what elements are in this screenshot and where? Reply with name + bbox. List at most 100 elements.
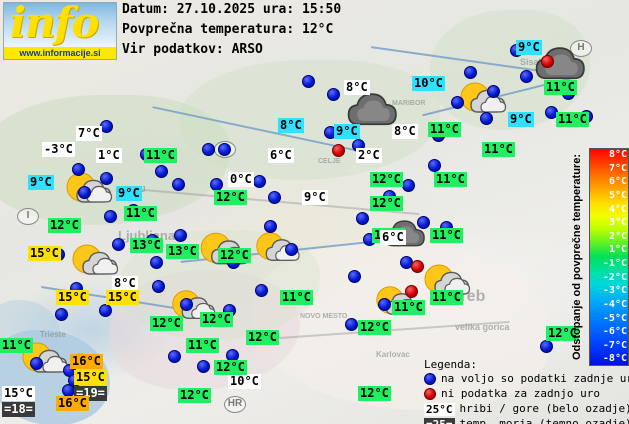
- sea-temperature-label: =18=: [2, 402, 35, 417]
- temperature-label: 8°C: [112, 276, 138, 291]
- header-source-line: Vir podatkov: ARSO: [122, 42, 263, 57]
- station-marker-live[interactable]: [428, 159, 441, 172]
- legend-mountain-chip: 25°C: [424, 402, 455, 416]
- station-marker-live[interactable]: [348, 270, 361, 283]
- temperature-label: 1°C: [96, 148, 122, 163]
- station-marker-live[interactable]: [253, 175, 266, 188]
- station-marker-live[interactable]: [285, 243, 298, 256]
- color-scale-title: Odstopanje od povprečne temperature:: [571, 154, 583, 360]
- temperature-label: 15°C: [106, 290, 139, 305]
- station-marker-live[interactable]: [55, 308, 68, 321]
- color-scale-tick: -6°C: [602, 326, 627, 337]
- color-scale-tick: -1°C: [602, 258, 627, 269]
- temperature-label: 10°C: [228, 374, 261, 389]
- station-marker-live[interactable]: [218, 143, 231, 156]
- station-marker-live[interactable]: [480, 112, 493, 125]
- color-scale: Odstopanje od povprečne temperature: 8°C…: [571, 148, 629, 366]
- station-marker-stale[interactable]: [332, 144, 345, 157]
- temperature-label: 16°C: [70, 354, 103, 369]
- temperature-label: 8°C: [392, 124, 418, 139]
- station-marker-stale[interactable]: [405, 285, 418, 298]
- station-marker-live[interactable]: [487, 85, 500, 98]
- temperature-label: 8°C: [344, 80, 370, 95]
- temperature-label: 15°C: [74, 370, 107, 385]
- station-marker-live[interactable]: [168, 350, 181, 363]
- station-marker-live[interactable]: [327, 88, 340, 101]
- temperature-label: 11°C: [430, 290, 463, 305]
- temperature-label: 9°C: [116, 186, 142, 201]
- temperature-label: 9°C: [334, 124, 360, 139]
- legend-row-text: ni podatka za zadnjo uro: [441, 387, 600, 400]
- legend-sea-chip: =25=: [424, 417, 455, 424]
- color-scale-tick: 7°C: [608, 163, 627, 174]
- station-marker-live[interactable]: [417, 216, 430, 229]
- station-marker-live[interactable]: [356, 212, 369, 225]
- station-marker-live[interactable]: [345, 318, 358, 331]
- station-marker-live[interactable]: [99, 304, 112, 317]
- site-logo[interactable]: info www.informacije.si: [3, 2, 117, 60]
- station-marker-live[interactable]: [150, 256, 163, 269]
- station-marker-live[interactable]: [112, 238, 125, 251]
- station-marker-live[interactable]: [302, 75, 315, 88]
- country-code-marker: HR: [224, 396, 246, 413]
- station-marker-stale[interactable]: [541, 55, 554, 68]
- temperature-label: 7°C: [76, 126, 102, 141]
- station-marker-live[interactable]: [540, 340, 553, 353]
- station-marker-live[interactable]: [174, 229, 187, 242]
- station-marker-live[interactable]: [72, 163, 85, 176]
- temperature-label: 13°C: [130, 238, 163, 253]
- color-scale-tick: -3°C: [602, 285, 627, 296]
- color-scale-tick: -5°C: [602, 313, 627, 324]
- temperature-label: -3°C: [42, 142, 75, 157]
- terrain-blob: [250, 240, 550, 410]
- station-marker-live[interactable]: [268, 191, 281, 204]
- color-scale-tick: 4°C: [608, 204, 627, 215]
- color-scale-tick: 6°C: [608, 176, 627, 187]
- legend-row-text: na voljo so podatki zadnje ure: [441, 372, 629, 385]
- temperature-label: 12°C: [48, 218, 81, 233]
- temperature-label: 12°C: [370, 172, 403, 187]
- station-marker-live[interactable]: [152, 280, 165, 293]
- station-marker-live[interactable]: [402, 179, 415, 192]
- station-marker-live[interactable]: [104, 210, 117, 223]
- temperature-label: 11°C: [124, 206, 157, 221]
- temperature-label: 12°C: [370, 196, 403, 211]
- station-marker-live[interactable]: [180, 298, 193, 311]
- temperature-label: 11°C: [556, 112, 589, 127]
- legend-row-text: hribi / gore (belo ozadje): [459, 402, 629, 415]
- color-scale-tick: -4°C: [602, 299, 627, 310]
- station-marker-stale[interactable]: [411, 260, 424, 273]
- header-average-temp-line: Povprečna temperatura: 12°C: [122, 22, 334, 37]
- station-marker-live[interactable]: [100, 172, 113, 185]
- temperature-label: 15°C: [28, 246, 61, 261]
- station-marker-live[interactable]: [520, 70, 533, 83]
- temperature-label: 15°C: [56, 290, 89, 305]
- station-marker-live[interactable]: [264, 220, 277, 233]
- station-marker-live[interactable]: [30, 357, 43, 370]
- station-marker-live[interactable]: [197, 360, 210, 373]
- color-scale-tick: 1°C: [608, 244, 627, 255]
- station-marker-live[interactable]: [378, 298, 391, 311]
- legend-row: =25= temp. morja (temno ozadje): [424, 417, 629, 424]
- temperature-label: 12°C: [246, 330, 279, 345]
- station-marker-live[interactable]: [155, 165, 168, 178]
- station-marker-live[interactable]: [255, 284, 268, 297]
- header-date-line: Datum: 27.10.2025 ura: 15:50: [122, 2, 342, 17]
- legend-title: Legenda:: [424, 358, 477, 371]
- temperature-label: 9°C: [302, 190, 328, 205]
- station-marker-live[interactable]: [78, 186, 91, 199]
- station-marker-live[interactable]: [100, 120, 113, 133]
- station-marker-live[interactable]: [202, 143, 215, 156]
- station-marker-live[interactable]: [172, 178, 185, 191]
- temperature-label: 11°C: [428, 122, 461, 137]
- color-scale-tick: -2°C: [602, 272, 627, 283]
- station-marker-live[interactable]: [451, 96, 464, 109]
- temperature-label: 12°C: [200, 312, 233, 327]
- temperature-label: 6°C: [268, 148, 294, 163]
- temperature-label: 11°C: [144, 148, 177, 163]
- temperature-label: 12°C: [218, 248, 251, 263]
- temperature-label: 10°C: [412, 76, 445, 91]
- color-scale-tick: 5°C: [608, 190, 627, 201]
- station-marker-live[interactable]: [464, 66, 477, 79]
- temperature-label: 11°C: [0, 338, 33, 353]
